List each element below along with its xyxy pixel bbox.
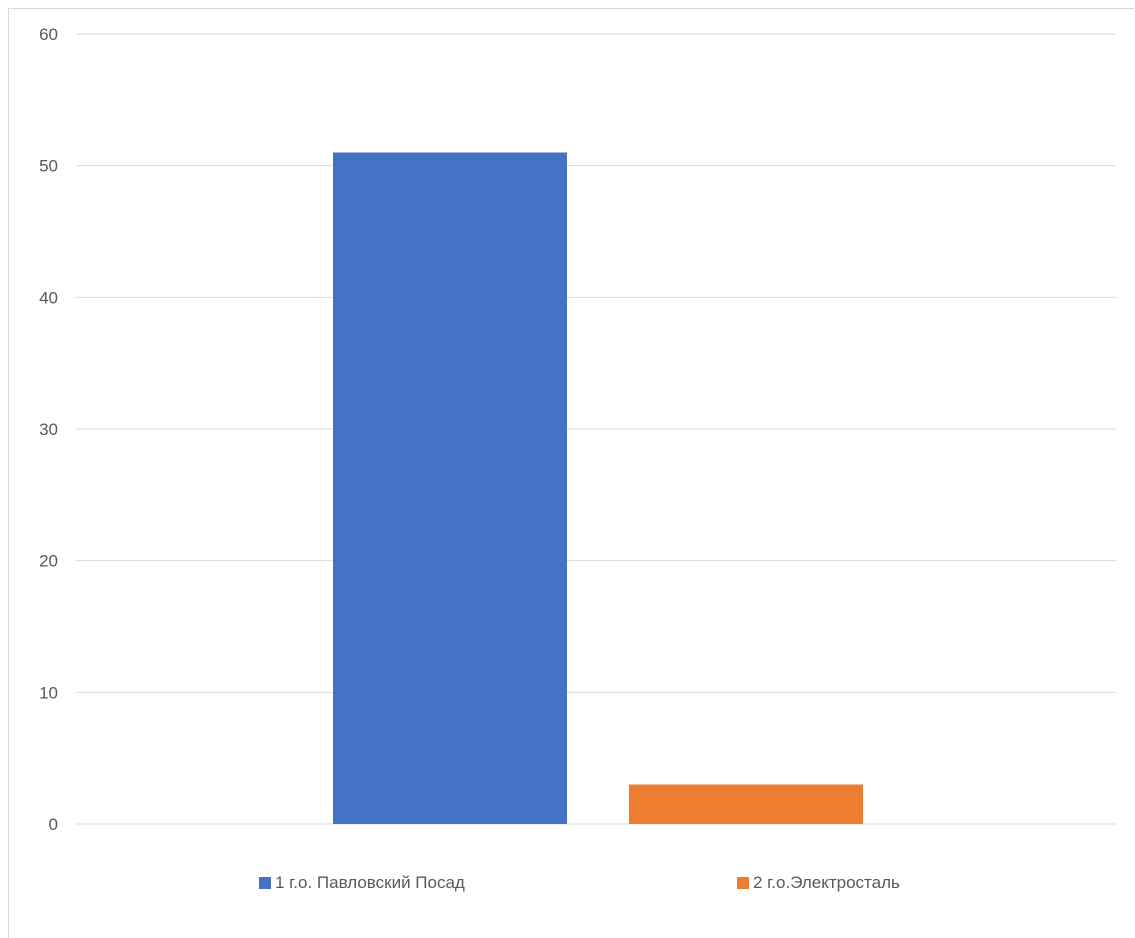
y-tick-label: 20 (39, 552, 58, 571)
y-tick-label: 50 (39, 157, 58, 176)
legend: 1 г.о. Павловский Посад 2 г.о.Электростал… (259, 873, 900, 892)
bar-1 (333, 152, 567, 824)
legend-swatch-2 (737, 877, 749, 889)
bar-2 (629, 784, 863, 824)
y-tick-label: 30 (39, 420, 58, 439)
legend-label-2: 2 г.о.Электросталь (753, 873, 900, 892)
chart-frame (8, 8, 1134, 938)
legend-label-1: 1 г.о. Павловский Посад (275, 873, 465, 892)
y-tick-label: 40 (39, 288, 58, 307)
y-tick-label: 0 (49, 815, 58, 834)
y-tick-label: 10 (39, 683, 58, 702)
y-tick-label: 60 (39, 25, 58, 44)
y-axis-tick-labels: 0 10 20 30 40 50 60 (39, 25, 58, 834)
gridlines (76, 33, 1116, 825)
legend-swatch-1 (259, 877, 271, 889)
bars (333, 152, 863, 824)
